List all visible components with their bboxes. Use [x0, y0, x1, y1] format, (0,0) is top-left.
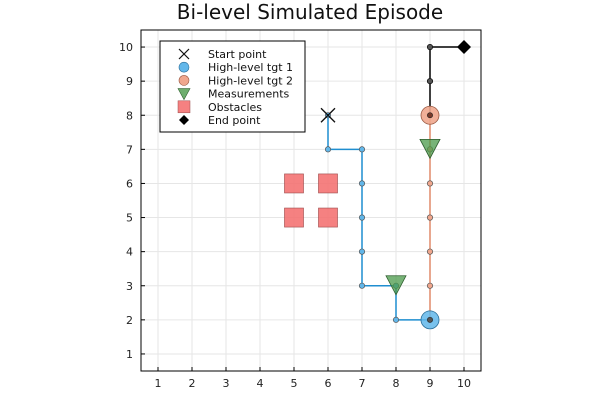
legend-orange-circle-icon: [178, 75, 190, 86]
y-tick-label: 3: [126, 280, 133, 293]
legend-diamond-icon: [179, 115, 189, 125]
y-tick-label: 2: [126, 314, 133, 327]
path-point: [426, 282, 434, 289]
path-point: [358, 180, 366, 187]
legend-label: Start point: [208, 48, 267, 61]
y-tick-label: 4: [126, 246, 133, 259]
y-tick-label: 6: [126, 177, 133, 190]
high-level-target-1-center: [427, 316, 433, 323]
legend-label: High-level tgt 2: [208, 74, 293, 87]
chart-title: Bi-level Simulated Episode: [177, 0, 443, 24]
y-tick-label: 9: [126, 75, 133, 88]
legend-triangle-icon: [177, 88, 191, 101]
obstacles-layer: [284, 173, 338, 228]
path-point: [426, 43, 434, 51]
x-tick-label: 10: [457, 377, 471, 390]
y-tick-label: 10: [119, 41, 133, 54]
x-tick-label: 7: [359, 377, 366, 390]
legend-label: High-level tgt 1: [208, 61, 293, 74]
plot-frame: [140, 29, 482, 372]
obstacle-marker: [284, 173, 304, 194]
path-point: [392, 316, 400, 323]
path-line-3: [429, 46, 464, 116]
x-tick-label: 2: [189, 377, 196, 390]
path-point: [358, 248, 366, 255]
path-point: [426, 214, 434, 221]
axes: 1 2 3 4 5 6 7 8 9 10 1 2 3 4 5 6 7 8 9 10: [119, 41, 471, 390]
legend-label: Measurements: [208, 88, 290, 101]
start-point-marker: [320, 107, 336, 123]
path-point: [426, 78, 434, 85]
path-point: [426, 180, 434, 187]
obstacle-marker: [284, 207, 304, 228]
high-level-target-2-center: [427, 112, 433, 119]
path-point: [358, 282, 366, 289]
path-point: [324, 146, 332, 153]
end-point-marker: [457, 40, 471, 55]
path-line-1: [327, 115, 430, 321]
y-tick-label: 8: [126, 109, 133, 122]
y-tick-label: 1: [126, 348, 133, 361]
legend-x-icon: [178, 48, 190, 60]
obstacle-marker: [318, 207, 338, 228]
x-tick-label: 5: [291, 377, 298, 390]
path-point: [426, 248, 434, 255]
x-tick-label: 6: [325, 377, 332, 390]
measurement-marker: [385, 275, 407, 296]
legend-blue-circle-icon: [178, 61, 190, 73]
measurement-marker: [419, 138, 441, 160]
x-tick-label: 9: [427, 377, 434, 390]
x-tick-label: 4: [257, 377, 264, 390]
obstacle-marker: [318, 173, 338, 194]
path-point: [358, 214, 366, 221]
path-point: [358, 146, 366, 153]
y-tick-label: 5: [126, 212, 133, 225]
legend-label: End point: [208, 114, 261, 127]
grid: [141, 30, 481, 371]
x-tick-label: 8: [393, 377, 400, 390]
y-tick-label: 7: [126, 143, 133, 156]
markers-layer: [320, 40, 471, 330]
legend-label: Obstacles: [208, 101, 262, 114]
x-tick-label: 1: [155, 377, 162, 390]
legend-square-icon: [177, 100, 191, 114]
x-tick-label: 3: [223, 377, 230, 390]
